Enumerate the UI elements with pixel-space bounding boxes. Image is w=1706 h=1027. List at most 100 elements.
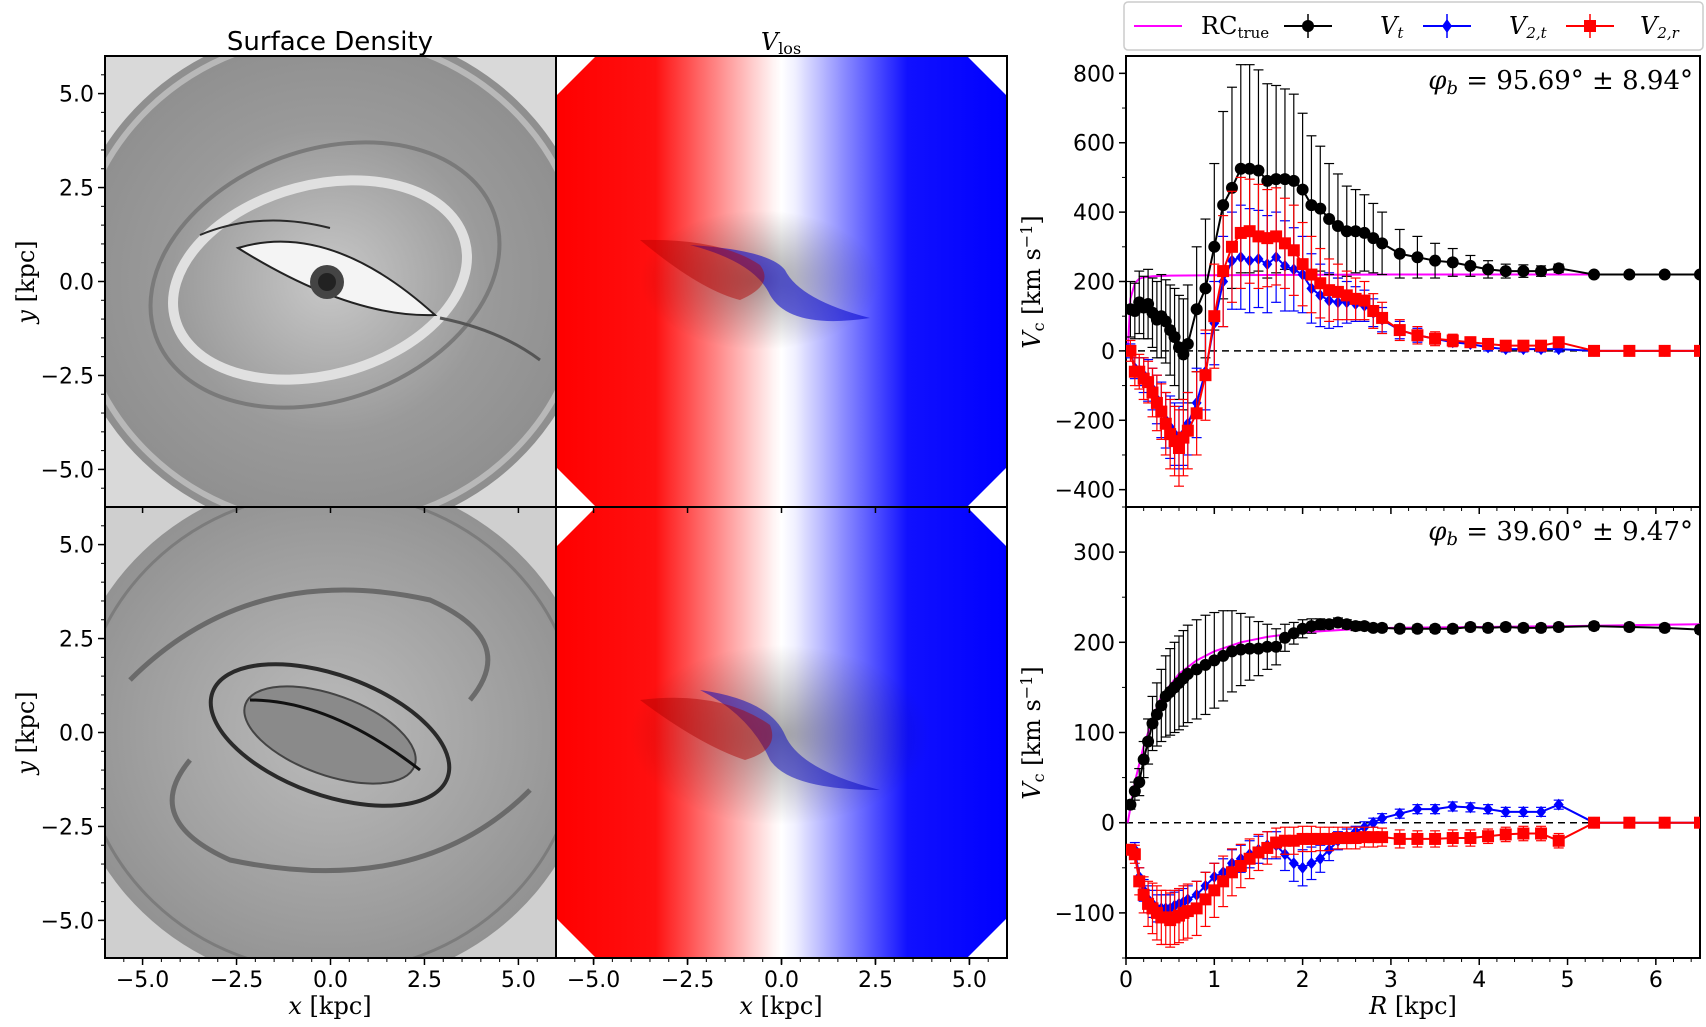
- point-vt: [1393, 247, 1406, 260]
- rc-xtick-label: 1: [1207, 968, 1221, 993]
- img-ytick-label: −5.0: [41, 909, 94, 934]
- point-v2r: [1658, 344, 1671, 357]
- img-xtick-label: 5.0: [952, 968, 987, 993]
- bottom-left-ylabel: y [kpc]: [12, 691, 40, 775]
- point-v2r: [1499, 339, 1512, 352]
- point-v2r: [1411, 832, 1424, 845]
- point-v2r: [1128, 848, 1141, 861]
- bottom-left-xlabel: x [kpc]: [288, 992, 371, 1020]
- point-v2t: [1394, 807, 1405, 820]
- point-vt: [1429, 622, 1442, 635]
- point-v2r: [1535, 827, 1548, 840]
- point-vt: [1358, 226, 1371, 239]
- point-vt: [1270, 640, 1283, 653]
- rc-xlabel: R [kpc]: [1368, 992, 1457, 1020]
- point-vt: [1535, 621, 1548, 634]
- rc-bottom-ylabel: Vc [km s−1]: [1017, 666, 1048, 800]
- rc-ytick-label: −100: [1055, 902, 1115, 927]
- img-xtick-label: 2.5: [858, 968, 893, 993]
- series-rc-true-line: [1126, 623, 1700, 823]
- point-vt: [1278, 631, 1291, 644]
- point-v2r: [1694, 816, 1700, 829]
- rc-top-ylabel: Vc [km s−1]: [1017, 215, 1048, 349]
- point-vt: [1464, 620, 1477, 633]
- point-vt: [1126, 798, 1137, 811]
- point-v2t: [1483, 803, 1494, 816]
- img-xtick-label: −5.0: [567, 968, 620, 993]
- point-v2r: [1429, 332, 1442, 345]
- point-vt: [1340, 225, 1353, 238]
- point-v2t: [1315, 852, 1326, 865]
- point-vt: [1429, 254, 1442, 267]
- point-v2r: [1358, 294, 1371, 307]
- phi-annotation-bottom: φb = 39.60° ± 9.47°: [1428, 517, 1693, 550]
- point-vt: [1694, 268, 1700, 281]
- point-vt: [1694, 623, 1700, 636]
- point-vt: [1261, 640, 1274, 653]
- point-v2t: [1500, 805, 1511, 818]
- legend: RCtrue Vt V2,t V2,r: [1123, 1, 1704, 51]
- point-v2r: [1190, 902, 1203, 915]
- point-v2t: [1518, 805, 1529, 818]
- point-v2r: [1588, 816, 1601, 829]
- point-v2r: [1155, 405, 1168, 418]
- img-ytick-label: −2.5: [41, 815, 94, 840]
- series-v2t-line: [1129, 255, 1700, 439]
- img-ytick-label: 5.0: [59, 534, 94, 559]
- img-xtick-label: 5.0: [501, 968, 536, 993]
- rc-ytick-label: 200: [1073, 631, 1115, 656]
- rc-ytick-label: 800: [1073, 62, 1115, 87]
- img-xtick-label: −2.5: [661, 968, 714, 993]
- img-xtick-label: −2.5: [210, 968, 263, 993]
- point-vt: [1287, 627, 1300, 640]
- point-vt: [1499, 265, 1512, 278]
- point-v2t: [1377, 812, 1388, 825]
- point-v2r: [1411, 329, 1424, 342]
- point-v2r: [1694, 344, 1700, 357]
- point-vt: [1243, 642, 1256, 655]
- point-vt: [1190, 663, 1203, 676]
- rc-xtick-label: 6: [1649, 968, 1663, 993]
- point-vt: [1499, 620, 1512, 633]
- point-vt: [1446, 256, 1459, 269]
- rc-xtick-label: 4: [1472, 968, 1486, 993]
- point-v2r: [1225, 240, 1238, 253]
- point-vt: [1155, 699, 1168, 712]
- point-v2r: [1535, 339, 1548, 352]
- rc-ytick-label: 0: [1101, 812, 1115, 837]
- legend-entry-vt: Vt: [1284, 12, 1404, 42]
- point-v2t: [1430, 803, 1441, 816]
- point-vt: [1181, 667, 1194, 680]
- img-xtick-label: 2.5: [407, 968, 442, 993]
- point-v2r: [1133, 875, 1146, 888]
- rc-xtick-label: 0: [1119, 968, 1133, 993]
- rc-ytick-label: 100: [1073, 722, 1115, 747]
- point-vt: [1331, 219, 1344, 232]
- surface-density-bottom-image: [105, 507, 556, 958]
- img-xtick-label: 0.0: [764, 968, 799, 993]
- point-v2r: [1446, 334, 1459, 347]
- point-v2r: [1464, 832, 1477, 845]
- point-vt: [1623, 620, 1636, 633]
- img-ytick-label: −5.0: [41, 458, 94, 483]
- point-vt: [1208, 240, 1221, 253]
- bottom-middle-xlabel: x [kpc]: [739, 992, 822, 1020]
- point-v2t: [1536, 805, 1547, 818]
- point-v2r: [1446, 832, 1459, 845]
- los-velocity-top-image: [556, 56, 1007, 507]
- top-left-ylabel: y [kpc]: [12, 240, 40, 324]
- rc-xtick-label: 2: [1296, 968, 1310, 993]
- point-vt: [1217, 199, 1230, 212]
- point-vt: [1367, 232, 1380, 245]
- point-v2t: [1447, 800, 1458, 813]
- image-panel-ticks: 5.0 2.5 0.0 −2.5 −5.0 5.0 2.5 0.0 −2.5 −5.0 −5.0 −2…: [41, 74, 989, 993]
- img-xtick-label: −5.0: [116, 968, 169, 993]
- point-vt: [1393, 622, 1406, 635]
- vlos-title: Vlos: [761, 28, 801, 58]
- point-v2r: [1199, 369, 1212, 382]
- point-v2r: [1464, 336, 1477, 349]
- point-v2r: [1217, 875, 1230, 888]
- point-vt: [1552, 262, 1565, 275]
- point-v2r: [1376, 831, 1389, 844]
